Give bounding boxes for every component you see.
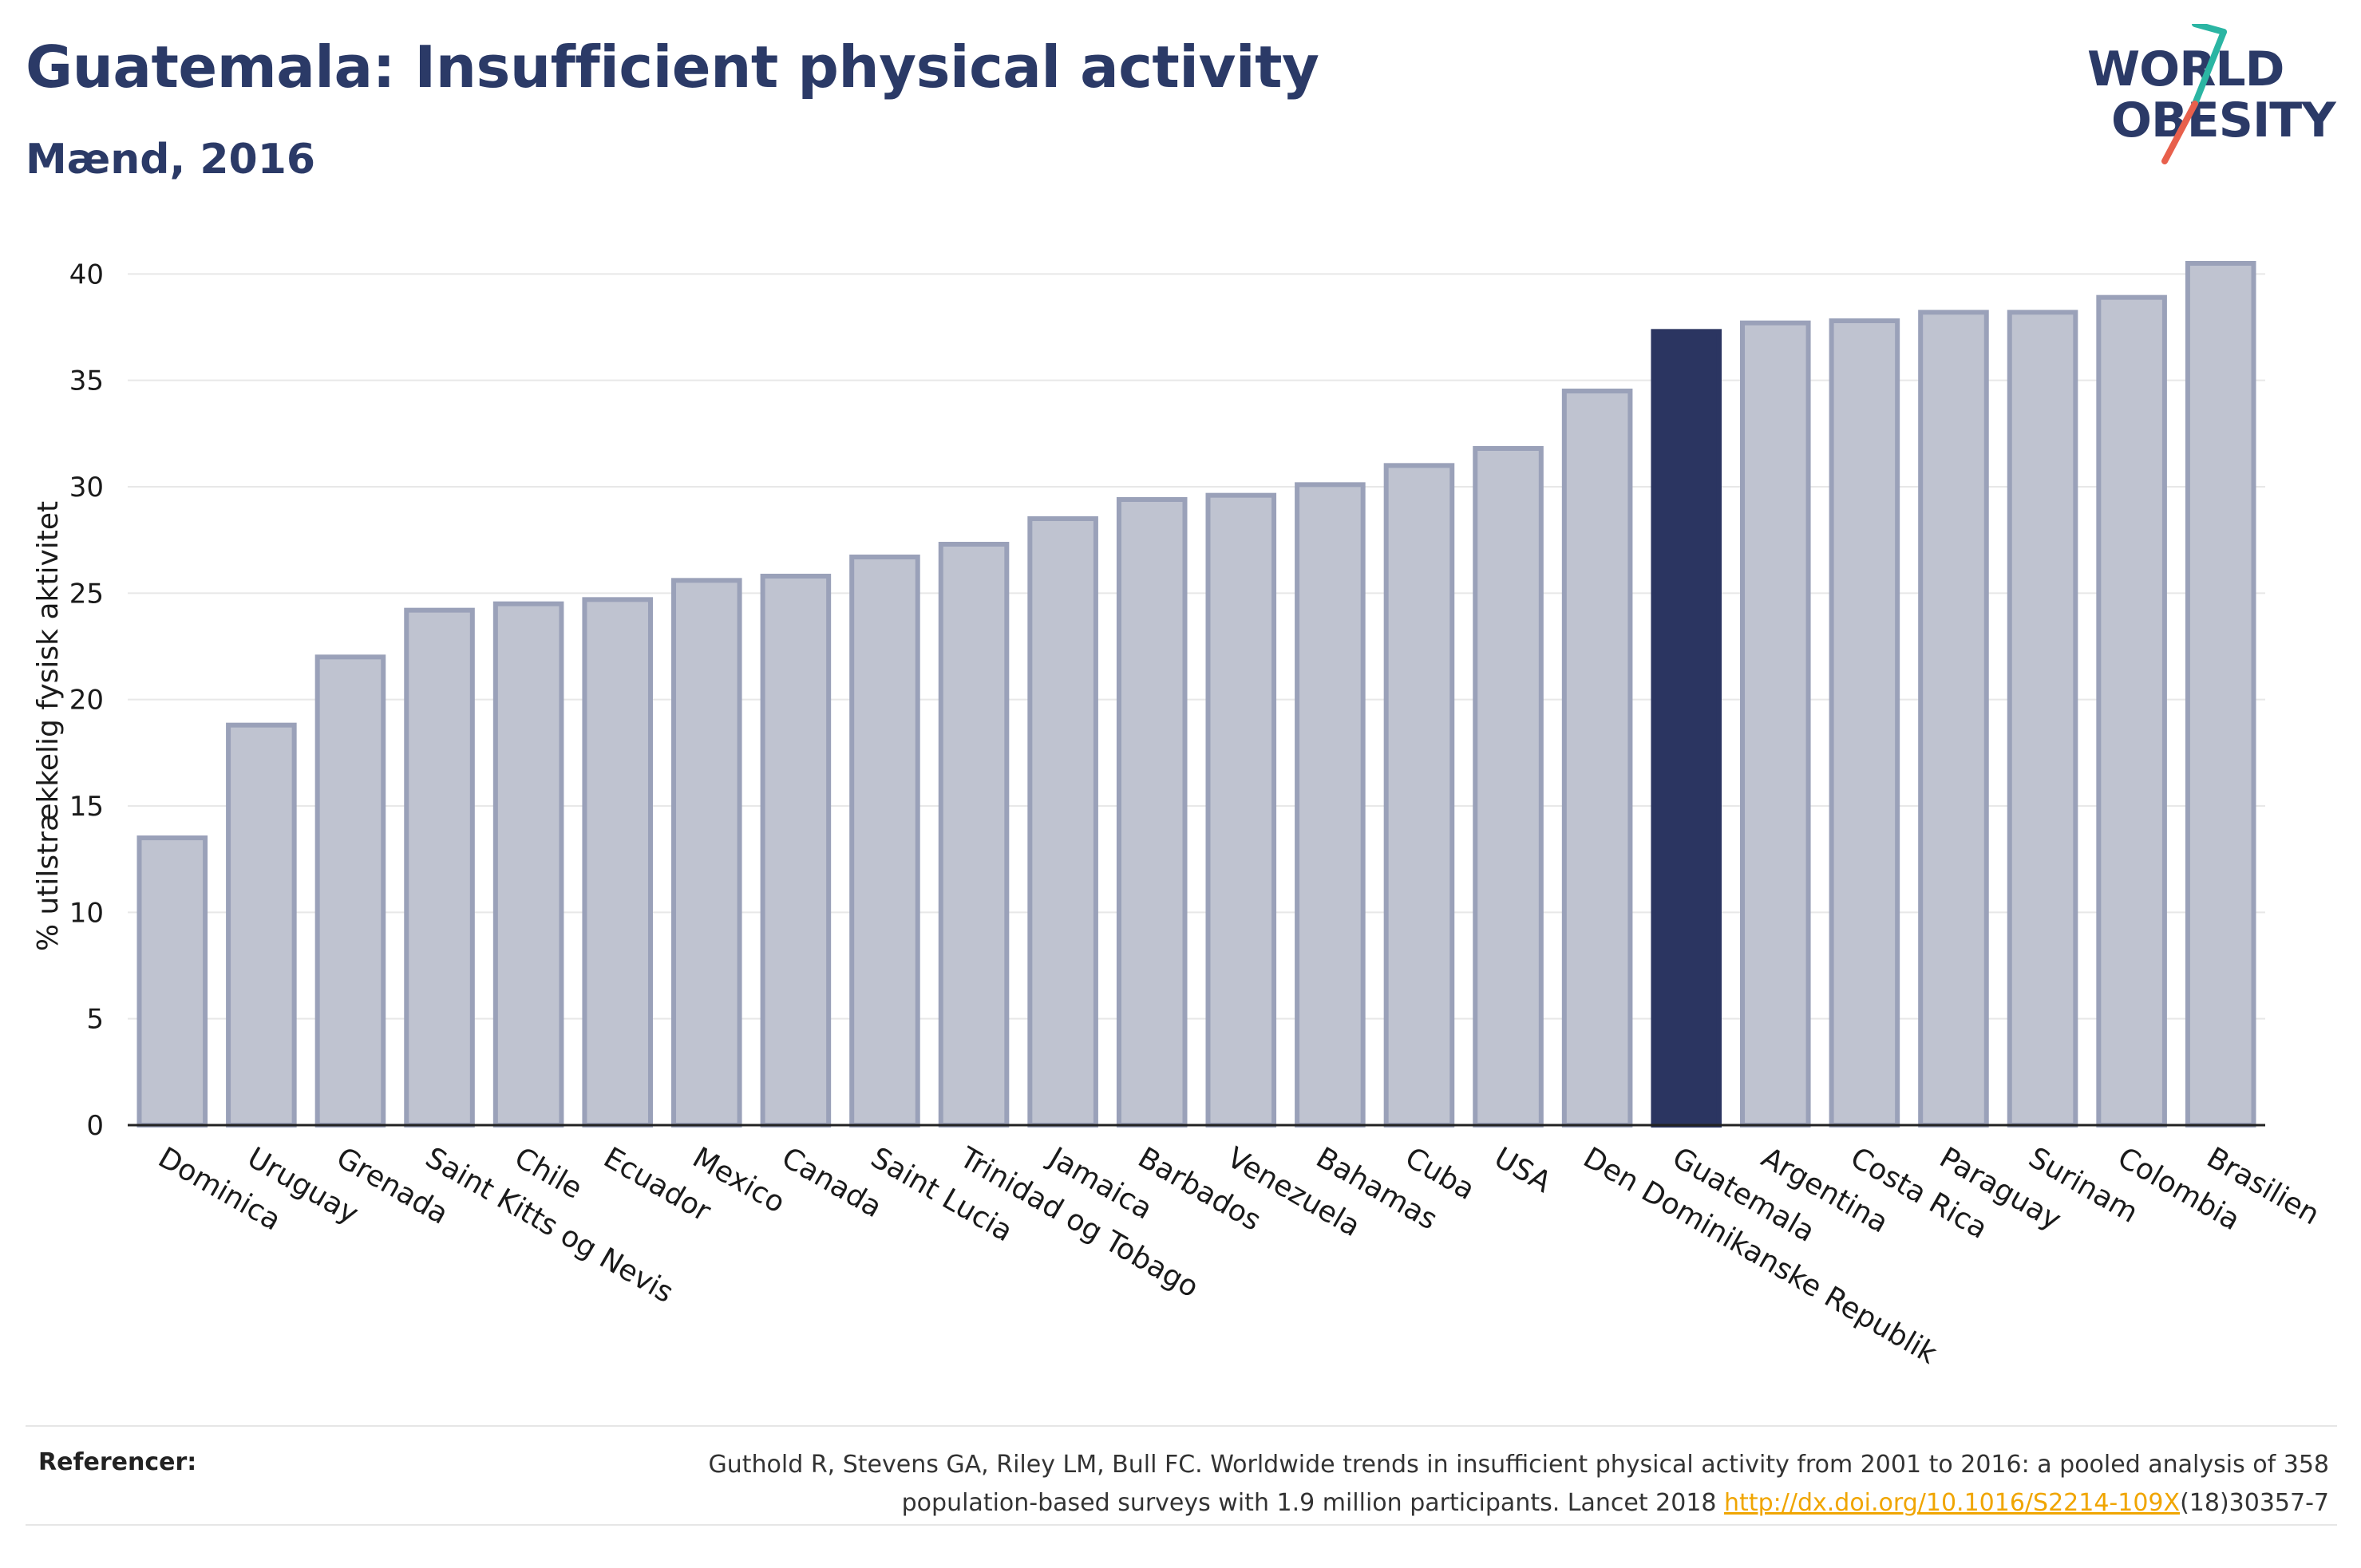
- bar-uruguay: [226, 722, 297, 1128]
- y-tick-label: 15: [69, 791, 104, 823]
- bar-surinam: [2007, 310, 2078, 1128]
- bar-colombia: [2096, 294, 2167, 1128]
- bar-usa: [1473, 446, 1544, 1128]
- bar-den-dominikanske-republik: [1561, 389, 1633, 1128]
- y-tick-label: 30: [69, 472, 104, 504]
- y-tick-label: 20: [69, 685, 104, 717]
- references-text: Guthold R, Stevens GA, Riley LM, Bull FC…: [493, 1446, 2329, 1523]
- reference-doi-link[interactable]: http://dx.doi.org/10.1016/S2214-109X: [1724, 1489, 2181, 1517]
- bar-guatemala: [1651, 329, 1722, 1128]
- reference-divider-top: [26, 1425, 2337, 1427]
- bar-grenada: [314, 654, 386, 1128]
- y-tick-label: 0: [86, 1110, 104, 1142]
- world-obesity-logo: WORLD OBESITY: [2075, 24, 2339, 168]
- y-axis-label: % utilstrækkelig fysisk aktivitet: [32, 501, 65, 951]
- bar-saint-lucia: [849, 555, 920, 1128]
- y-tick-label: 25: [69, 578, 104, 610]
- bars: [136, 261, 2256, 1128]
- x-tick-label: USA: [1489, 1141, 1556, 1199]
- y-tick-label: 5: [86, 1004, 104, 1036]
- bar-argentina: [1740, 320, 1811, 1128]
- bar-brasilien: [2185, 261, 2256, 1128]
- chart-title: Guatemala: Insufficient physical activit…: [26, 34, 1319, 101]
- bar-costa-rica: [1829, 318, 1900, 1128]
- chart-subtitle: Mænd, 2016: [26, 136, 316, 184]
- bar-ecuador: [582, 597, 653, 1128]
- y-tick-label: 40: [69, 259, 104, 290]
- logo-text-obesity: OBESITY: [2111, 93, 2336, 148]
- logo-slash-icon: [2161, 24, 2227, 164]
- bar-saint-kitts-og-nevis: [404, 607, 475, 1128]
- bar-trinidad-og-tobago: [938, 542, 1010, 1128]
- bar-chile: [492, 601, 564, 1128]
- bar-canada: [760, 574, 832, 1128]
- bar-jamaica: [1027, 516, 1098, 1128]
- gridlines: [128, 273, 2265, 1020]
- bar-mexico: [671, 578, 742, 1128]
- logo-text-world: WORLD: [2087, 41, 2284, 97]
- references-label: Referencer:: [38, 1448, 197, 1476]
- reference-divider-bottom: [26, 1524, 2337, 1526]
- reference-line-2-prefix: population-based surveys with 1.9 millio…: [901, 1489, 1725, 1517]
- bar-venezuela: [1205, 492, 1277, 1128]
- reference-line-2: population-based surveys with 1.9 millio…: [493, 1484, 2329, 1523]
- bar-cuba: [1383, 463, 1455, 1128]
- bar-bahamas: [1295, 482, 1366, 1128]
- bar-paraguay: [1918, 310, 1989, 1128]
- y-tick-label: 10: [69, 897, 104, 929]
- reference-line-2-suffix: (18)30357-7: [2180, 1489, 2329, 1517]
- y-tick-label: 35: [69, 365, 104, 397]
- reference-line-1: Guthold R, Stevens GA, Riley LM, Bull FC…: [708, 1451, 2329, 1479]
- bar-barbados: [1116, 497, 1188, 1128]
- x-tick-label: Canada: [776, 1141, 887, 1224]
- bar-dominica: [136, 835, 208, 1128]
